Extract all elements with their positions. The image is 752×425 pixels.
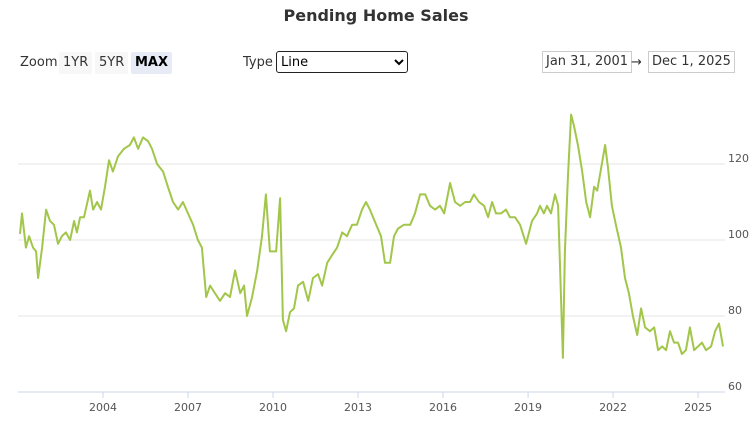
zoom-button[interactable]: MAX <box>131 52 173 74</box>
type-select[interactable]: Line <box>276 51 408 73</box>
x-tick-label: 2016 <box>429 401 457 414</box>
x-tick-label: 2013 <box>344 401 372 414</box>
x-tick-label: 2019 <box>514 401 542 414</box>
date-arrow: → <box>631 55 642 70</box>
x-tick-label: 2022 <box>599 401 627 414</box>
zoom-label: Zoom <box>20 55 58 70</box>
zoom-button[interactable]: 5YR <box>95 52 129 74</box>
chart-title: Pending Home Sales <box>283 6 469 25</box>
y-tick-label: 60 <box>728 380 742 393</box>
x-tick-label: 2007 <box>174 401 202 414</box>
zoom-button[interactable]: 1YR <box>59 52 93 74</box>
y-tick-label: 100 <box>728 228 749 241</box>
date-to[interactable]: Dec 1, 2025 <box>648 51 735 73</box>
x-tick-label: 2025 <box>684 401 712 414</box>
y-tick-label: 80 <box>728 304 742 317</box>
data-line <box>19 113 724 359</box>
type-label: Type <box>243 55 273 70</box>
x-tick-label: 2010 <box>259 401 287 414</box>
y-tick-label: 120 <box>728 152 749 165</box>
date-from[interactable]: Jan 31, 2001 <box>542 51 633 73</box>
x-tick-label: 2004 <box>89 401 117 414</box>
